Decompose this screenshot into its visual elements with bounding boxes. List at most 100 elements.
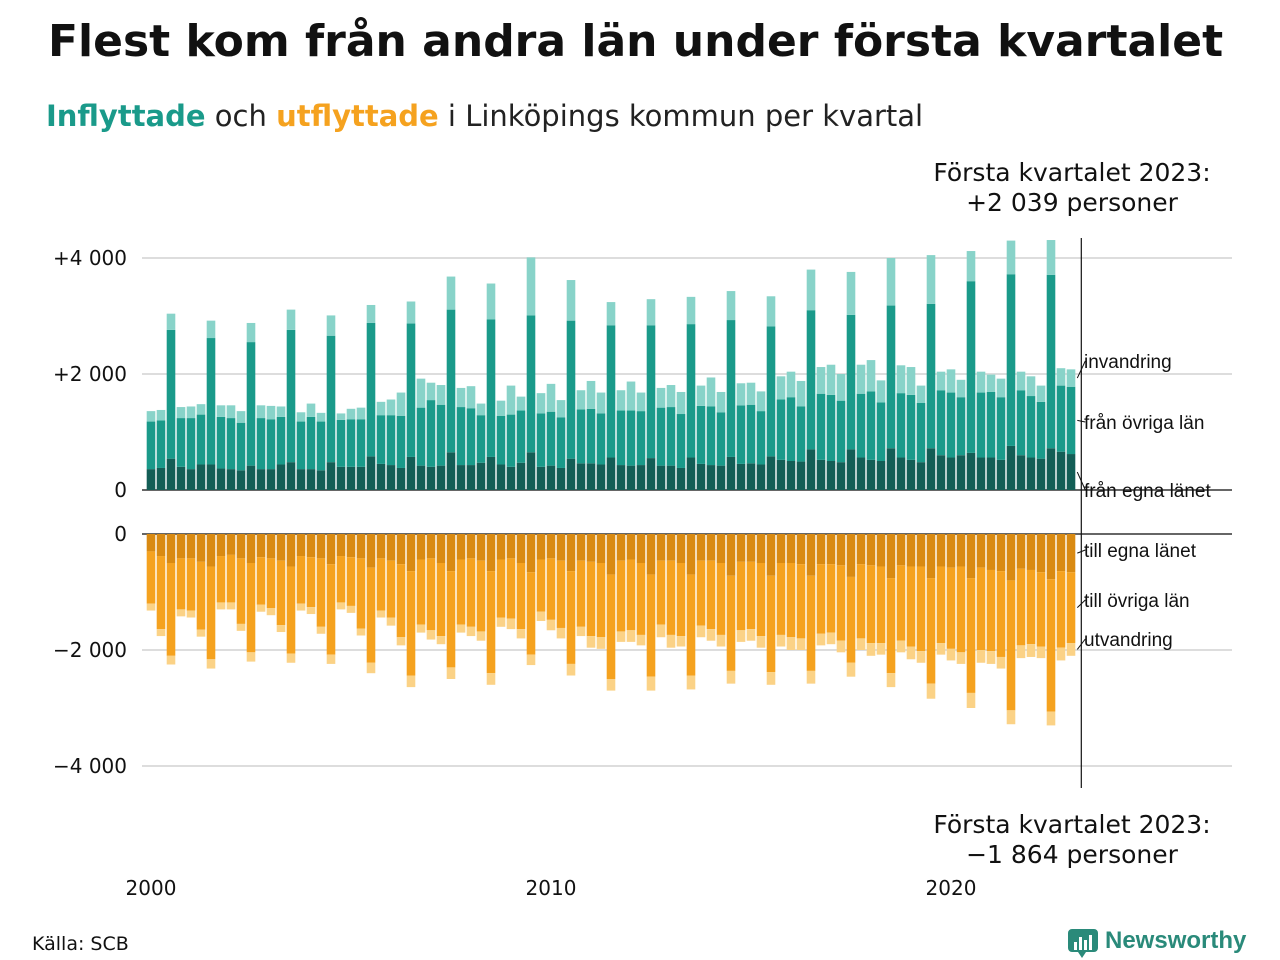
bar-out-other-counties (1066, 572, 1076, 644)
bar-out-emigration (836, 640, 846, 653)
bar-out-other-counties (916, 566, 926, 652)
bar-in-immigration (386, 399, 396, 416)
bar-out-other-counties (736, 561, 746, 631)
bar-out-own-county (196, 534, 206, 562)
bar-in-other-counties (436, 404, 446, 466)
bar-out-own-county (326, 534, 336, 565)
bar-in-other-counties (456, 407, 466, 466)
bar-out-emigration (216, 602, 226, 610)
bar-out-emigration (846, 662, 856, 677)
bar-out-emigration (536, 611, 546, 621)
bar-in-immigration (166, 313, 176, 330)
bar-out-emigration (926, 683, 936, 699)
bar-out-other-counties (956, 566, 966, 653)
bar-in-immigration (666, 385, 676, 408)
bar-in-other-counties (196, 414, 206, 465)
bar-in-own-county (276, 464, 286, 490)
bar-out-other-counties (896, 565, 906, 641)
bar-out-own-county (786, 534, 796, 563)
x-tick-label: 2000 (126, 876, 177, 900)
bar-in-own-county (596, 464, 606, 490)
bar-out-own-county (926, 534, 936, 579)
bar-out-other-counties (856, 564, 866, 639)
bar-in-other-counties (416, 407, 426, 466)
bar-in-own-county (876, 461, 886, 490)
bar-out-emigration (616, 631, 626, 642)
bar-in-immigration (496, 400, 506, 416)
bar-in-own-county (576, 463, 586, 490)
bar-out-other-counties (166, 563, 176, 656)
bar-out-emigration (636, 634, 646, 646)
bar-out-other-counties (926, 578, 936, 684)
bar-out-emigration (936, 643, 946, 655)
bar-in-other-counties (696, 405, 706, 464)
bar-out-own-county (176, 534, 186, 559)
bar-in-own-county (1036, 458, 1046, 490)
bar-out-other-counties (176, 558, 186, 610)
bar-out-emigration (766, 672, 776, 685)
bar-in-own-county (176, 466, 186, 490)
bar-in-other-counties (816, 393, 826, 460)
bar-in-immigration (646, 299, 656, 326)
subtitle-rest: i Linköpings kommun per kvartal (439, 99, 923, 133)
bar-out-emigration (736, 630, 746, 642)
bar-out-own-county (566, 534, 576, 572)
bar-out-own-county (856, 534, 866, 565)
bar-in-immigration (886, 258, 896, 306)
bar-in-immigration (326, 315, 336, 336)
bar-in-immigration (616, 390, 626, 411)
bar-out-emigration (886, 673, 896, 688)
bar-out-other-counties (246, 563, 256, 653)
bar-in-immigration (986, 374, 996, 392)
bar-in-other-counties (266, 419, 276, 470)
bar-in-immigration (596, 392, 606, 414)
bar-in-own-county (1056, 451, 1066, 490)
top-annotation-line1: Första kvartalet 2023: (933, 158, 1210, 187)
bar-out-other-counties (746, 561, 756, 630)
bar-out-other-counties (866, 565, 876, 644)
bar-out-own-county (716, 534, 726, 563)
bar-out-other-counties (196, 561, 206, 630)
bar-out-emigration (546, 619, 556, 631)
bar-out-own-county (726, 534, 736, 576)
bar-in-own-county (856, 457, 866, 490)
bar-out-emigration (916, 651, 926, 663)
bar-in-own-county (626, 465, 636, 490)
bar-out-other-counties (186, 558, 196, 611)
subtitle-connector: och (206, 99, 277, 133)
bar-in-other-counties (186, 418, 196, 470)
bar-out-own-county (296, 534, 306, 557)
bar-out-emigration (426, 630, 436, 640)
bar-in-other-counties (286, 329, 296, 463)
bars (146, 240, 1076, 726)
bar-out-emigration (456, 624, 466, 633)
bar-out-other-counties (556, 560, 566, 628)
bar-in-other-counties (1026, 396, 1036, 458)
bar-out-other-counties (396, 564, 406, 638)
bar-out-own-county (226, 534, 236, 555)
bar-in-own-county (716, 465, 726, 490)
bar-in-own-county (1016, 455, 1026, 490)
bar-in-immigration (446, 276, 456, 310)
newsworthy-logo-icon (1068, 929, 1098, 958)
bar-out-own-county (956, 534, 966, 567)
bar-in-immigration (556, 400, 566, 418)
bar-out-emigration (416, 624, 426, 633)
bar-in-other-counties (506, 414, 516, 467)
bar-in-other-counties (936, 390, 946, 456)
bar-out-own-county (156, 534, 166, 557)
bar-in-other-counties (316, 421, 326, 471)
bar-in-immigration (416, 378, 426, 408)
bar-in-other-counties (566, 320, 576, 459)
bar-in-immigration (216, 405, 226, 417)
bar-out-emigration (556, 627, 566, 639)
chart-title: Flest kom från andra län under första kv… (48, 16, 1223, 67)
bar-out-emigration (976, 650, 986, 663)
bar-in-immigration (796, 380, 806, 407)
bar-in-own-county (526, 452, 536, 490)
bar-in-own-county (406, 456, 416, 490)
bar-out-own-county (766, 534, 776, 576)
bar-in-own-county (1006, 445, 1016, 490)
bar-in-own-county (676, 467, 686, 490)
bar-out-own-county (686, 534, 696, 575)
